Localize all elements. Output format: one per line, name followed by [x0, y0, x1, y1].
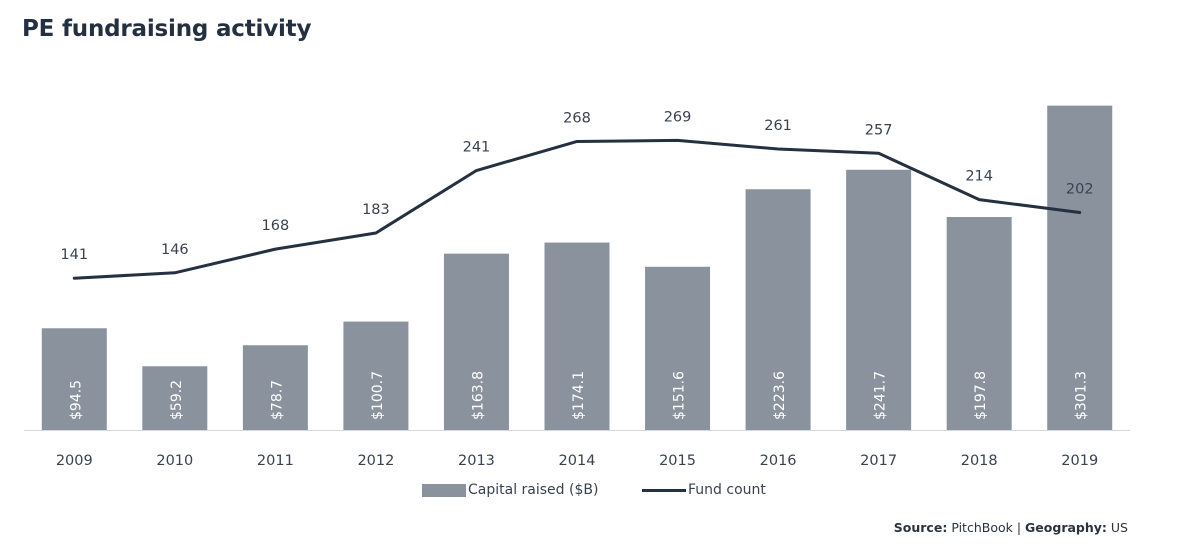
line-label-2012: 183 — [362, 202, 390, 218]
bar-label-2019: $301.3 — [1074, 371, 1090, 420]
bar-label-2013: $163.8 — [470, 371, 486, 420]
bar-2018 — [946, 217, 1012, 430]
line-label-2015: 269 — [664, 109, 692, 125]
bar-2015 — [645, 266, 711, 430]
bar-label-2009: $94.5 — [68, 380, 84, 420]
x-tick-2013: 2013 — [458, 453, 495, 469]
legend-label-capital: Capital raised ($B) — [468, 482, 599, 498]
bar-label-2016: $223.6 — [772, 371, 788, 420]
bar-2013 — [443, 253, 509, 430]
x-tick-2012: 2012 — [357, 453, 394, 469]
line-label-2014: 268 — [563, 110, 591, 126]
chart-title: PE fundraising activity — [22, 16, 312, 42]
bar-2014 — [544, 242, 610, 430]
source-label: Source: — [893, 520, 948, 535]
x-tick-2015: 2015 — [659, 453, 696, 469]
x-tick-2017: 2017 — [860, 453, 897, 469]
bar-label-2015: $151.6 — [672, 371, 688, 420]
legend-item-capital: Capital raised ($B) — [422, 482, 598, 498]
legend: Capital raised ($B) Fund count — [0, 482, 1184, 504]
x-tick-2016: 2016 — [760, 453, 797, 469]
legend-swatch-bar — [422, 483, 466, 497]
bar-2016 — [745, 189, 811, 430]
source-separator: | — [1016, 520, 1022, 535]
bar-2012 — [343, 321, 409, 430]
source-value: PitchBook — [951, 520, 1013, 535]
line-label-2010: 146 — [161, 242, 189, 258]
bar-label-2018: $197.8 — [973, 371, 989, 420]
bar-label-2010: $59.2 — [169, 380, 185, 420]
geography-label: Geography: — [1025, 520, 1107, 535]
line-label-2019: 202 — [1066, 182, 1094, 198]
x-tick-2018: 2018 — [961, 453, 998, 469]
line-label-2018: 214 — [965, 169, 993, 185]
legend-label-fund-count: Fund count — [688, 482, 766, 498]
x-tick-2014: 2014 — [559, 453, 596, 469]
bar-label-2012: $100.7 — [370, 371, 386, 420]
bar-label-2017: $241.7 — [873, 371, 889, 420]
x-tick-2019: 2019 — [1061, 453, 1098, 469]
bar-2019 — [1047, 105, 1113, 430]
chart-svg: $94.5 2009 $59.2 2010 $78.7 2011 $100.7 2012 $16… — [24, 105, 1130, 469]
legend-item-fund-count: Fund count — [642, 482, 766, 498]
line-label-2011: 168 — [262, 218, 290, 234]
line-label-2017: 257 — [865, 122, 893, 138]
x-tick-2010: 2010 — [156, 453, 193, 469]
line-label-2009: 141 — [60, 247, 88, 263]
bar-2010 — [142, 366, 208, 430]
bar-2011 — [242, 345, 308, 430]
geography-value: US — [1110, 520, 1128, 535]
bar-label-2014: $174.1 — [571, 371, 587, 420]
line-label-2013: 241 — [463, 140, 491, 156]
bar-2009 — [41, 328, 107, 430]
line-label-2016: 261 — [764, 118, 792, 134]
x-tick-2009: 2009 — [56, 453, 93, 469]
x-tick-2011: 2011 — [257, 453, 294, 469]
source-note: Source: PitchBook | Geography: US — [894, 520, 1128, 535]
bar-2017 — [846, 169, 912, 431]
legend-swatch-line — [642, 488, 686, 492]
bar-label-2011: $78.7 — [269, 380, 285, 420]
fund-count-line — [72, 138, 1082, 280]
